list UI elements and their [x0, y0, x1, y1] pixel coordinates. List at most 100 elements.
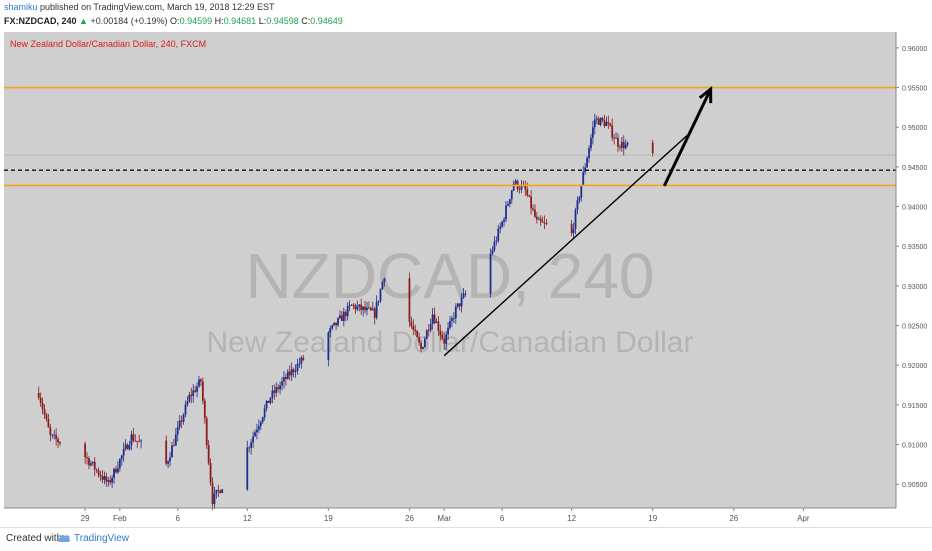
- candle: [198, 376, 200, 388]
- candle: [200, 378, 202, 387]
- candle-body: [111, 477, 114, 483]
- candle: [203, 398, 206, 424]
- candle: [45, 412, 48, 422]
- candles: [37, 113, 654, 510]
- candle-body: [541, 221, 544, 223]
- candle: [441, 331, 444, 341]
- candle-body: [381, 282, 384, 290]
- candle-body: [340, 315, 343, 321]
- candle-body: [591, 127, 594, 138]
- candle-body: [362, 306, 365, 310]
- candle-body: [192, 390, 195, 397]
- candle: [178, 415, 181, 430]
- candle-body: [296, 363, 299, 371]
- candle: [346, 302, 349, 321]
- candle: [497, 224, 500, 243]
- candle: [269, 397, 272, 405]
- candle: [219, 489, 222, 494]
- candle-body: [537, 218, 540, 220]
- candle: [445, 330, 448, 350]
- candle-body: [617, 137, 619, 147]
- candle-body: [198, 379, 200, 387]
- candle-body: [535, 216, 538, 220]
- candle: [117, 461, 119, 474]
- candle: [296, 358, 299, 375]
- candle: [113, 467, 115, 484]
- candle-body: [601, 118, 604, 121]
- candle-body: [460, 297, 463, 307]
- candle-body: [499, 226, 502, 229]
- candle: [586, 155, 588, 168]
- price-tick-label: 0.93000: [902, 284, 927, 291]
- tradingview-link[interactable]: TradingView: [74, 533, 130, 544]
- candle-body: [445, 334, 448, 344]
- candle: [452, 312, 455, 323]
- candle-body: [626, 142, 629, 145]
- candle-body: [383, 278, 386, 283]
- candle-body: [89, 463, 92, 466]
- watermark-symbol: NZDCAD, 240: [246, 240, 655, 312]
- candle-body: [190, 394, 193, 397]
- candle-body: [97, 470, 100, 475]
- candle-body: [271, 390, 274, 398]
- candle: [95, 468, 98, 474]
- candle: [331, 324, 334, 331]
- candle-body: [109, 480, 112, 483]
- candle-body: [136, 440, 139, 442]
- author-link[interactable]: shamiku: [4, 2, 38, 12]
- open-value: 0.94599: [179, 16, 213, 26]
- candle: [188, 391, 191, 403]
- candle: [88, 456, 90, 470]
- open-label: O:: [170, 16, 180, 26]
- chart-area[interactable]: NZDCAD, 240 New Zealand Dollar/Canadian D…: [0, 30, 932, 527]
- candle: [462, 288, 465, 299]
- candle-body: [512, 183, 515, 191]
- candle-body: [418, 337, 421, 343]
- candle: [205, 416, 208, 449]
- candle-body: [327, 332, 330, 360]
- candle-body: [176, 427, 179, 435]
- candle-body: [603, 120, 606, 126]
- candle-body: [456, 303, 459, 307]
- candle-body: [254, 432, 256, 437]
- candle: [530, 190, 532, 215]
- candle-body: [528, 195, 531, 197]
- candle: [138, 434, 141, 443]
- candle-body: [524, 185, 527, 190]
- candle-body: [252, 436, 254, 443]
- candle: [99, 470, 102, 481]
- candle-body: [408, 278, 411, 322]
- candle-body: [329, 328, 332, 333]
- candlestick-chart[interactable]: NZDCAD, 240 New Zealand Dollar/Canadian D…: [0, 30, 932, 527]
- candle: [180, 415, 183, 429]
- candle: [294, 364, 297, 378]
- candle-body: [215, 489, 218, 494]
- candle-body: [358, 304, 361, 307]
- candle: [460, 292, 463, 313]
- candle: [273, 384, 276, 400]
- candle-body: [586, 158, 588, 168]
- candle: [541, 216, 544, 223]
- candle-body: [248, 447, 251, 449]
- candle-body: [454, 306, 457, 319]
- candle: [91, 461, 94, 466]
- candle: [171, 441, 173, 458]
- candle: [597, 116, 600, 126]
- price-tick-label: 0.94000: [902, 205, 927, 212]
- candle: [491, 246, 494, 256]
- time-axis[interactable]: 29 Feb 6 12 19 26 Mar 6 12 19 26 Apr: [4, 507, 896, 523]
- candle-body: [503, 219, 505, 222]
- candle: [124, 439, 127, 451]
- price-axis[interactable]: 0.96000 0.95500 0.95000 0.94500 0.94000 0.935…: [895, 32, 932, 508]
- candle-body: [194, 390, 197, 392]
- time-tick-label: 29: [81, 514, 90, 523]
- candle-body: [611, 125, 614, 138]
- candle-body: [366, 307, 368, 311]
- candle-body: [595, 118, 598, 120]
- candle-body: [113, 468, 115, 478]
- candle-body: [356, 306, 359, 310]
- candle: [217, 484, 220, 497]
- candle-body: [124, 444, 127, 449]
- candle: [493, 236, 496, 253]
- candle-body: [91, 461, 94, 464]
